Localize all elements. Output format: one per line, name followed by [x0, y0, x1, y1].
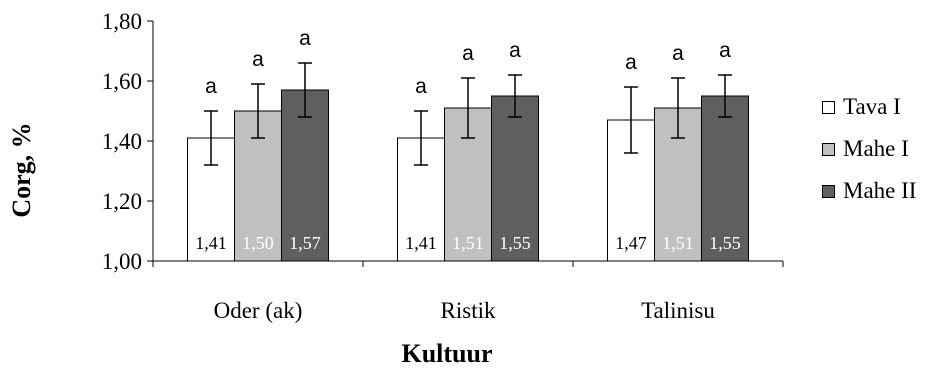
legend-label: Tava I — [843, 94, 901, 119]
data-label: 1,51 — [662, 233, 694, 253]
significance-letter: a — [672, 42, 684, 65]
significance-letter: a — [509, 39, 521, 62]
y-tick-label: 1,00 — [102, 249, 142, 274]
data-label: 1,50 — [242, 233, 274, 253]
x-tick-label: Oder (ak) — [214, 298, 303, 323]
y-tick-label: 1,40 — [102, 129, 142, 154]
data-label: 1,51 — [452, 233, 484, 253]
legend-swatch — [822, 184, 835, 198]
legend-label: Mahe II — [843, 178, 917, 203]
y-axis-label: Corg, % — [7, 122, 36, 217]
bar — [701, 95, 749, 262]
significance-letter: a — [625, 51, 637, 74]
x-tick-label: Ristik — [441, 298, 496, 323]
significance-letter: a — [252, 48, 264, 71]
legend-swatch — [822, 100, 835, 114]
bars: 1,41 a 1,50 a 1,57 a 1,41 a 1,51 a 1,55 a 1,47 a 1,51 a… — [187, 27, 749, 262]
significance-letter: a — [205, 75, 217, 98]
y-tick-label: 1,60 — [102, 69, 142, 94]
data-label: 1,57 — [289, 233, 321, 253]
significance-letter: a — [462, 42, 474, 65]
legend-item-tava-i: Tava I — [822, 86, 916, 128]
legend-label: Mahe I — [843, 136, 909, 161]
data-label: 1,55 — [499, 233, 531, 253]
data-label: 1,47 — [615, 233, 647, 253]
legend: Tava I Mahe I Mahe II — [822, 86, 916, 212]
significance-letter: a — [415, 75, 427, 98]
x-axis-label: Kultuur — [401, 339, 492, 368]
data-label: 1,55 — [709, 233, 741, 253]
y-tick-label: 1,20 — [102, 189, 142, 214]
significance-letter: a — [299, 27, 311, 50]
data-label: 1,41 — [195, 233, 227, 253]
significance-letter: a — [719, 39, 731, 62]
axes: 1,00 1,20 1,40 1,60 1,80 Oder (ak) Ristik Talin… — [102, 9, 784, 323]
legend-swatch — [822, 142, 835, 156]
bar — [491, 95, 539, 262]
y-tick-label: 1,80 — [102, 9, 142, 34]
legend-item-mahe-ii: Mahe II — [822, 170, 916, 212]
data-label: 1,41 — [405, 233, 437, 253]
x-tick-label: Talinisu — [641, 298, 715, 323]
bar — [281, 89, 329, 262]
legend-item-mahe-i: Mahe I — [822, 128, 916, 170]
